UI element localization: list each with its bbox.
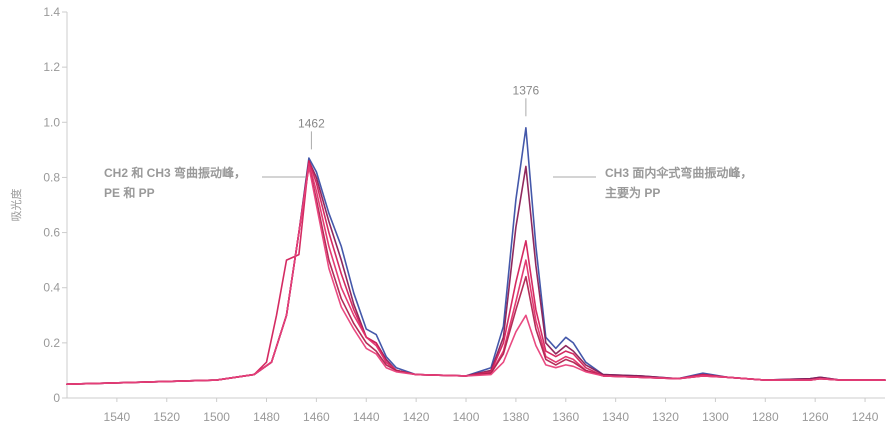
axes: [66, 12, 885, 399]
series-line-3: [66, 160, 886, 385]
series-line-2: [66, 160, 886, 385]
y-tick-label: 0.2: [43, 336, 60, 350]
series-line-6: [66, 165, 886, 385]
x-tick-label: 1520: [153, 410, 180, 424]
y-tick-label: 1.2: [43, 60, 60, 74]
x-ticks: 1540 1520 1500 1480 1460 1440 1420 1400 1380 1360…: [104, 398, 879, 424]
x-tick-label: 1400: [453, 410, 480, 424]
x-tick-label: 1280: [752, 410, 779, 424]
x-tick-label: 1320: [652, 410, 679, 424]
x-tick-label: 1540: [104, 410, 131, 424]
y-tick-label: 0.8: [43, 170, 60, 184]
x-tick-label: 1380: [503, 410, 530, 424]
series-line-4: [66, 162, 886, 385]
x-tick-label: 1440: [353, 410, 380, 424]
y-tick-label: 1.0: [43, 115, 60, 129]
x-tick-label: 1240: [852, 410, 879, 424]
x-tick-label: 1340: [602, 410, 629, 424]
annotation-right-line-1: CH3 面内伞式弯曲振动峰，: [605, 165, 752, 180]
annotation-left-line-2: PE 和 PP: [104, 185, 155, 200]
peak-label-1376: 1376: [513, 83, 540, 97]
x-tick-label: 1300: [702, 410, 729, 424]
annotation-left-line-1: CH2 和 CH3 弯曲振动峰，: [104, 165, 246, 180]
peak-label-1462: 1462: [298, 116, 325, 130]
x-tick-label: 1420: [403, 410, 430, 424]
x-tick-label: 1480: [253, 410, 280, 424]
annotation-right-line-2: 主要为 PP: [605, 185, 660, 200]
y-ticks: 0 0.2 0.4 0.6 0.8 1.0 1.2 1.4: [43, 5, 67, 405]
series-line-1: [66, 127, 886, 385]
y-axis-title: 吸光度: [9, 189, 23, 222]
y-tick-label: 0.4: [43, 281, 60, 295]
y-tick-label: 0.6: [43, 226, 60, 240]
annotations: CH2 和 CH3 弯曲振动峰， PE 和 PP CH3 面内伞式弯曲振动峰， …: [104, 165, 752, 200]
x-tick-label: 1460: [303, 410, 330, 424]
x-tick-label: 1260: [802, 410, 829, 424]
y-tick-label: 1.4: [43, 5, 60, 19]
series-layer: [66, 127, 886, 385]
peak-labels: 1462 1376: [298, 83, 540, 150]
y-tick-label: 0: [53, 391, 60, 405]
x-tick-label: 1360: [552, 410, 579, 424]
x-tick-label: 1500: [203, 410, 230, 424]
series-line-5: [66, 165, 886, 385]
